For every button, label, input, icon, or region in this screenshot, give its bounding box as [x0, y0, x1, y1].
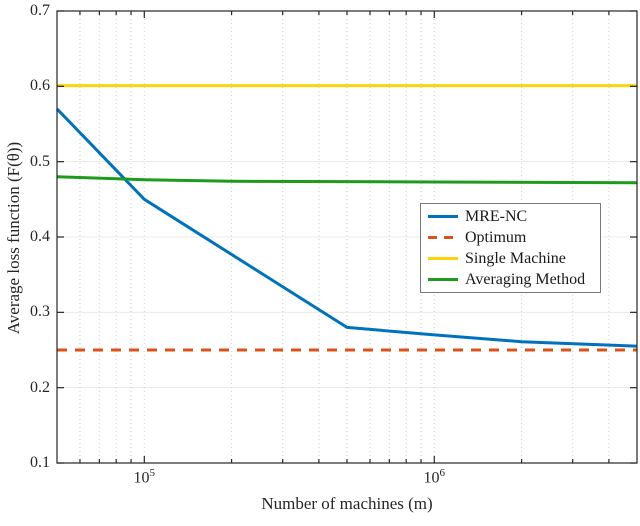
legend-item-mre-nc: MRE-NC — [428, 207, 600, 227]
legend-line-sample — [428, 236, 458, 239]
y-tick-label: 0.7 — [30, 2, 50, 19]
legend-line-sample — [428, 278, 458, 281]
y-axis-label: Average loss function (F(θ)) — [4, 141, 23, 335]
y-tick-label: 0.2 — [30, 378, 50, 396]
legend-item-optimum: Optimum — [428, 228, 600, 248]
y-tick-label: 0.5 — [30, 152, 50, 170]
y-tick-label: 0.4 — [30, 228, 50, 245]
legend-label: Averaging Method — [465, 270, 586, 288]
x-axis-label: Number of machines (m) — [261, 494, 433, 513]
legend-line-sample — [428, 215, 458, 218]
legend: MRE-NC Optimum Single Machine Averaging … — [420, 203, 601, 293]
legend-line-sample — [428, 257, 458, 260]
legend-label: Optimum — [465, 228, 527, 246]
x-tick-label: 105 — [133, 467, 156, 487]
y-tick-label: 0.1 — [30, 454, 50, 471]
legend-item-averaging-method: Averaging Method — [428, 270, 600, 290]
legend-label: MRE-NC — [465, 207, 528, 225]
y-tick-label: 0.6 — [30, 77, 50, 95]
x-tick-label: 106 — [423, 467, 446, 487]
y-tick-label: 0.3 — [30, 303, 50, 321]
legend-item-single-machine: Single Machine — [428, 249, 600, 269]
legend-label: Single Machine — [465, 249, 566, 267]
